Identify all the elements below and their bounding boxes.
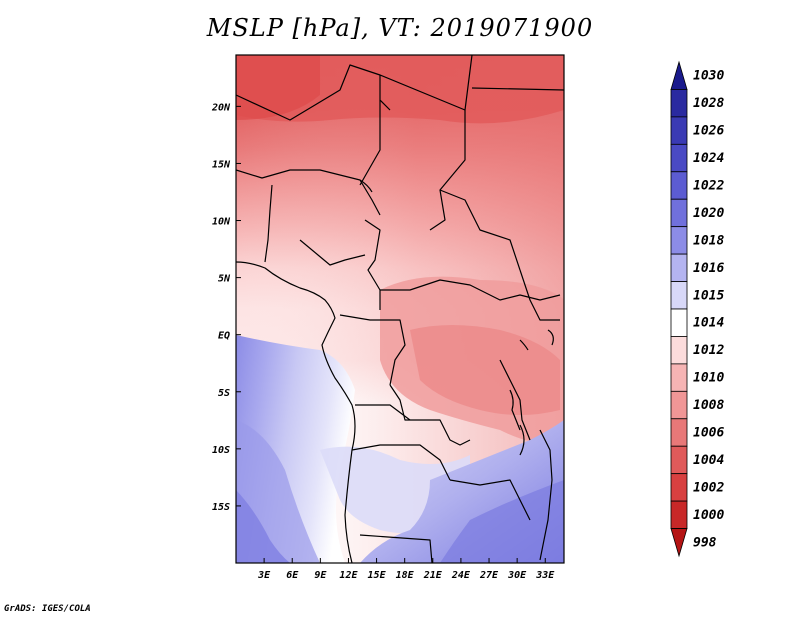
map-frame (235, 54, 565, 564)
x-tick-label: 33E (535, 570, 555, 581)
colorbar-cell (670, 473, 688, 502)
y-tick-label: 15S (212, 502, 230, 513)
colorbar-cell (670, 336, 688, 365)
x-tick-label: 15E (368, 570, 387, 581)
x-tick-label: 24E (451, 570, 471, 581)
credit-footer: GrADS: IGES/COLA (4, 604, 91, 614)
y-tick-label: 10S (212, 445, 230, 456)
colorbar-label: 1006 (693, 426, 724, 441)
colorbar-cell (670, 171, 688, 200)
southwest-high-max (236, 490, 290, 563)
colorbar-cell (670, 363, 688, 392)
x-tick-label: 18E (396, 570, 415, 581)
y-tick-label: 5N (218, 274, 231, 285)
colorbar-cell (670, 281, 688, 310)
colorbar-labels: 1030 1028 1026 1024 1022 1020 1018 1016 1015 1014… (693, 69, 724, 551)
x-tick-label: 9E (314, 570, 327, 581)
colorbar-label: 1020 (693, 206, 724, 221)
x-tick-label: 27E (479, 570, 499, 581)
y-tick-label: 5S (218, 388, 230, 399)
colorbar-cell (670, 60, 688, 90)
colorbar-cell (670, 226, 688, 255)
colorbar-label: 998 (693, 535, 717, 550)
map-title: MSLP [hPa], VT: 2019071900 (206, 14, 594, 42)
colorbar-label: 1002 (693, 480, 724, 495)
northwest-low (236, 55, 320, 120)
colorbar-cell (670, 308, 688, 337)
colorbar-cell (670, 143, 688, 173)
colorbar-cell (670, 116, 688, 145)
colorbar-label: 1015 (693, 288, 724, 303)
colorbar-label: 1008 (693, 398, 724, 413)
colorbar-cell (670, 418, 688, 447)
colorbar-label: 1012 (693, 343, 724, 358)
y-axis: 20N 15N 10N 5N EQ 5S 10S 15S (211, 102, 241, 513)
y-tick-label: 15N (212, 159, 231, 170)
colorbar-cell (670, 198, 688, 228)
y-tick-label: 10N (212, 217, 231, 228)
colorbar-cell (670, 528, 688, 558)
colorbar-label: 1030 (693, 69, 724, 84)
x-tick-label: 30E (507, 570, 527, 581)
colorbar-label: 1004 (693, 453, 724, 468)
country-borders (236, 55, 564, 563)
colorbar-cell (670, 253, 688, 282)
colorbar-label: 1026 (693, 124, 724, 139)
colorbar-cells (670, 60, 688, 558)
colorbar-label: 1010 (693, 371, 724, 386)
y-tick-label: EQ (218, 331, 230, 342)
colorbar-cell (670, 445, 688, 475)
x-axis: 3E 6E 9E 12E 15E 18E 21E 24E 27E 30E 33E (257, 558, 555, 581)
colorbar-label: 1016 (693, 261, 724, 276)
pressure-field (236, 55, 564, 563)
x-tick-label: 21E (423, 570, 443, 581)
colorbar-label: 1018 (693, 233, 724, 248)
x-tick-label: 6E (286, 570, 299, 581)
colorbar-label: 1014 (693, 316, 724, 331)
southeast-high-core (440, 480, 564, 563)
colorbar-label: 1000 (693, 508, 724, 523)
x-tick-label: 3E (257, 570, 271, 581)
congo-basin-core (410, 325, 560, 415)
colorbar-cell (670, 390, 688, 420)
colorbar-label: 1024 (693, 151, 724, 166)
colorbar-label: 1028 (693, 96, 724, 111)
y-tick-label: 20N (211, 102, 231, 113)
colorbar-cell (670, 89, 688, 118)
colorbar-label: 1022 (693, 179, 724, 194)
colorbar-cell (670, 500, 688, 529)
x-tick-label: 12E (339, 570, 358, 581)
